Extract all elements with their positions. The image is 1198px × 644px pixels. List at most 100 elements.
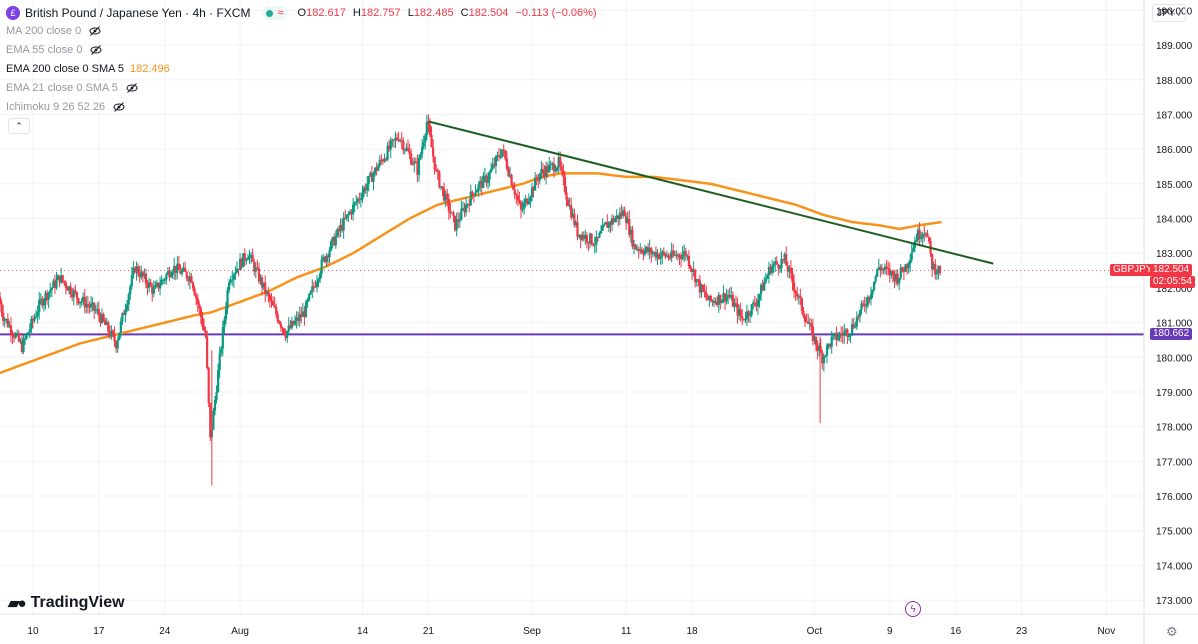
candle-body (678, 254, 681, 258)
candle-body (457, 219, 460, 222)
candle-body (497, 155, 501, 157)
candle-body (204, 330, 207, 337)
eye-off-icon[interactable] (126, 82, 138, 94)
candle-body (231, 279, 234, 281)
candle-body (419, 154, 422, 158)
y-tick-label: 180.000 (1156, 353, 1193, 364)
y-tick-label: 187.000 (1156, 110, 1193, 121)
candle-body (577, 234, 581, 237)
candle-body (301, 311, 304, 317)
flash-icon[interactable]: ϟ (905, 601, 921, 617)
candle-body (573, 213, 576, 225)
candle-body (0, 303, 3, 313)
eye-off-icon[interactable] (89, 25, 101, 37)
candle-body (579, 234, 582, 240)
candle-body (121, 313, 124, 322)
candle-body (331, 237, 334, 242)
candle-body (337, 229, 341, 232)
candle-body (614, 218, 617, 223)
candle-body (485, 175, 488, 183)
tradingview-logo[interactable]: ▰● TradingView (8, 594, 125, 612)
candle-body (824, 355, 827, 357)
gear-icon[interactable]: ⚙ (1166, 624, 1178, 639)
candle-body (50, 288, 53, 291)
candle-body (599, 230, 603, 234)
candle-body (373, 167, 377, 174)
candle-body (384, 159, 388, 161)
candle-body (345, 214, 348, 219)
eye-off-icon[interactable] (113, 101, 125, 113)
candle-body (483, 175, 487, 177)
candle-body (422, 141, 425, 147)
candle-body (758, 294, 761, 300)
candle-body (618, 212, 621, 220)
y-tick-label: 182.000 (1156, 284, 1193, 295)
candle-body (545, 166, 548, 177)
x-tick-label: 14 (357, 626, 369, 637)
indicator-row[interactable]: EMA 200 close 0 SMA 5 182.496 (6, 63, 170, 75)
candle-body (279, 323, 282, 328)
candle-body (20, 340, 24, 352)
candle-body (268, 295, 272, 301)
candle-body (45, 292, 49, 300)
candle-body (328, 250, 331, 258)
y-tick-label: 179.000 (1156, 388, 1193, 399)
eye-off-icon[interactable] (90, 44, 102, 56)
candle-body (800, 298, 803, 311)
candle-body (355, 202, 358, 204)
candle-body (694, 269, 697, 283)
candle-body (750, 304, 753, 316)
candle-body (314, 286, 317, 288)
candle-body (505, 158, 508, 169)
candle-body (245, 259, 248, 261)
candle-body (712, 300, 716, 303)
candle-body (549, 163, 552, 165)
candle-body (609, 222, 612, 225)
symbol-title[interactable]: British Pound / Japanese Yen · 4h · FXCM (25, 6, 251, 20)
candle-body (34, 316, 38, 318)
candle-body (885, 266, 888, 269)
indicator-row[interactable]: Ichimoku 9 26 52 26 (6, 101, 125, 113)
candle-body (151, 286, 154, 294)
indicator-row[interactable]: MA 200 close 0 (6, 25, 101, 37)
candle-body (207, 367, 210, 404)
candle-body (446, 193, 449, 199)
candle-body (610, 218, 614, 225)
collapse-legend-button[interactable]: ⌃ (8, 118, 30, 134)
candle-body (777, 264, 780, 269)
candle-body (858, 310, 862, 317)
candle-body (403, 149, 406, 151)
candle-body (72, 290, 75, 298)
candle-body (899, 267, 902, 279)
candle-body (510, 174, 513, 186)
candle-body (761, 284, 764, 291)
candle-body (898, 278, 901, 284)
candle-body (132, 268, 135, 276)
candle-body (731, 294, 734, 307)
candle-body (548, 164, 551, 173)
market-status[interactable]: ≈ (262, 6, 288, 20)
x-tick-label: 21 (423, 626, 435, 637)
candle-body (847, 335, 851, 337)
candle-body (184, 267, 187, 272)
candle-body (378, 159, 381, 166)
candle-body (89, 304, 93, 308)
candle-body (623, 210, 626, 217)
indicator-row[interactable]: EMA 55 close 0 (6, 44, 102, 56)
candle-body (763, 282, 766, 291)
candle-body (33, 317, 36, 321)
indicator-row[interactable]: EMA 21 close 0 SMA 5 (6, 82, 138, 94)
candle-body (113, 334, 116, 342)
candle-body (537, 180, 540, 182)
candle-body (507, 168, 510, 176)
candle-body (918, 229, 921, 239)
candle-body (725, 295, 728, 302)
candle-body (185, 271, 188, 279)
candle-body (217, 370, 220, 393)
candle-body (27, 332, 30, 334)
tv-logo-icon: ▰● (8, 595, 27, 612)
currency-selector[interactable]: JPY ⌄ (1152, 4, 1186, 22)
candle-body (893, 274, 896, 282)
candle-body (499, 156, 502, 158)
